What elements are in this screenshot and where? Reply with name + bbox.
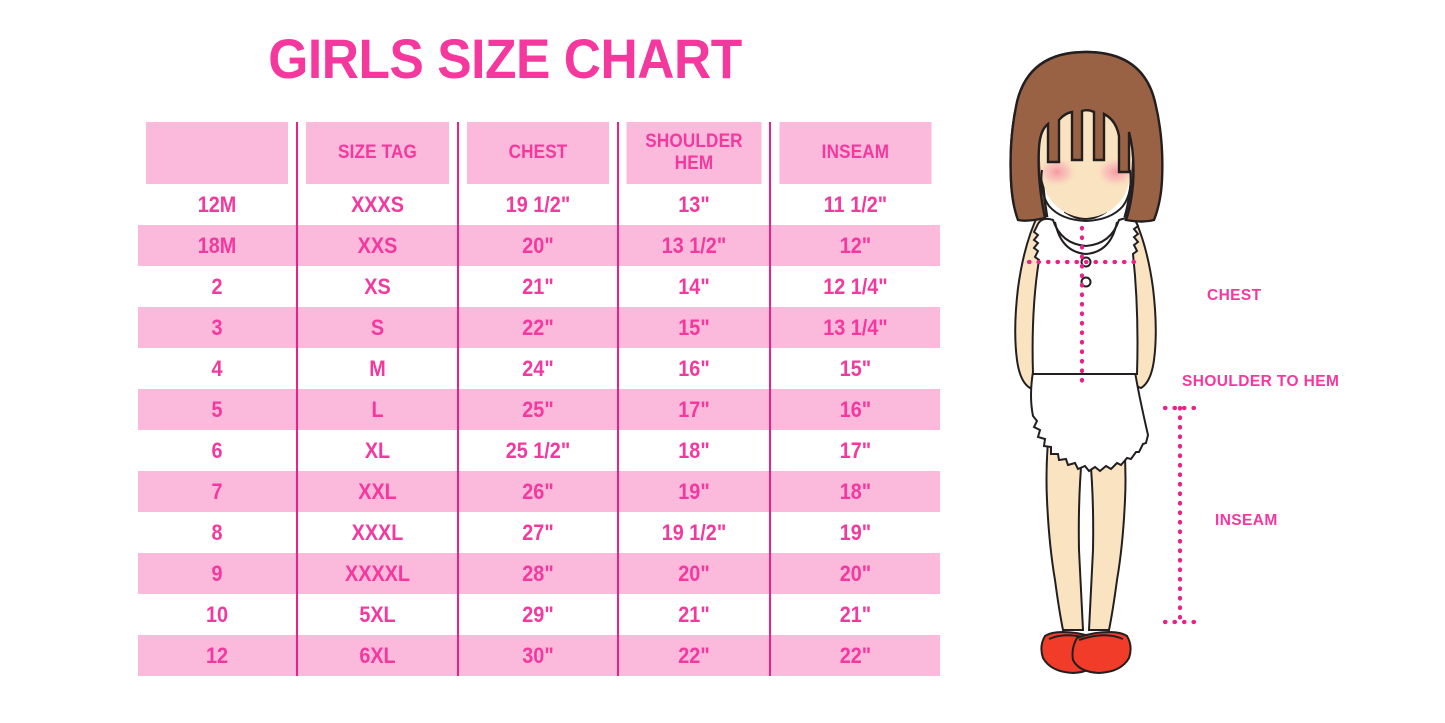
cell-shoulder-hem: 19" <box>625 471 764 512</box>
cell-inseam: 15" <box>839 355 872 381</box>
cell-inseam: 17" <box>839 437 872 463</box>
cell-size-tag: XXXXL <box>305 553 451 594</box>
cell-shoulder-hem: 19 1/2" <box>625 512 764 553</box>
illustration-panel: CHEST SHOULDER TO HEM INSEAM <box>975 30 1445 700</box>
page-title: GIRLS SIZE CHART <box>268 27 742 90</box>
cell-size-tag: XXXS <box>305 184 451 225</box>
cheek-blush-left <box>1036 156 1078 188</box>
cell-size-tag: 6XL <box>305 635 451 676</box>
cell-chest: 20" <box>466 225 611 266</box>
cell-inseam: 18" <box>839 478 872 504</box>
cell-chest: 25 1/2" <box>466 430 611 471</box>
cell-inseam: 13 1/4" <box>823 314 888 340</box>
cell-size-tag: S <box>305 307 451 348</box>
table-header-row: SIZE TAG CHEST SHOULDER HEM INSEAM <box>138 122 940 184</box>
table-row: 6 XL 25 1/2" 18" 17" <box>138 430 940 471</box>
cell-size-tag: XXL <box>305 471 451 512</box>
table-row: 2 XS 21" 14" 12 1/4" <box>138 266 940 307</box>
table-row: 12M XXXS 19 1/2" 13" 11 1/2" <box>138 184 940 225</box>
cell-chest: 19 1/2" <box>466 184 611 225</box>
cell-inseam: 12 1/4" <box>823 273 888 299</box>
cell-inseam: 21" <box>839 601 872 627</box>
cell-size: 4 <box>145 348 290 389</box>
measurement-label-inseam: INSEAM <box>1215 512 1278 529</box>
size-table-container: SIZE TAG CHEST SHOULDER HEM INSEAM 12M XX… <box>138 122 940 676</box>
shoe-right <box>1071 630 1132 675</box>
cell-size-tag: XXXL <box>305 512 451 553</box>
cell-size-tag: 5XL <box>305 594 451 635</box>
table-row: 10 5XL 29" 21" 21" <box>138 594 940 635</box>
cell-size: 6 <box>145 430 290 471</box>
table-row: 4 M 24" 16" 15" <box>138 348 940 389</box>
cell-size: 12 <box>145 635 290 676</box>
ruffled-skirt <box>1030 371 1150 473</box>
cell-size-tag: L <box>305 389 451 430</box>
cell-chest: 29" <box>466 594 611 635</box>
measurement-label-chest: CHEST <box>1207 287 1262 304</box>
cell-size: 2 <box>145 266 290 307</box>
cell-size: 12M <box>145 184 290 225</box>
cell-shoulder-hem: 16" <box>625 348 764 389</box>
cell-chest: 26" <box>466 471 611 512</box>
table-row: 5 L 25" 17" 16" <box>138 389 940 430</box>
cell-shoulder-hem: 20" <box>625 553 764 594</box>
table-row: 9 XXXXL 28" 20" 20" <box>138 553 940 594</box>
column-header-shoulder-hem: SHOULDER HEM <box>625 122 764 184</box>
cell-chest: 27" <box>466 512 611 553</box>
cell-shoulder-hem: 13" <box>625 184 764 225</box>
table-row: 8 XXXL 27" 19 1/2" 19" <box>138 512 940 553</box>
table-row: 12 6XL 30" 22" 22" <box>138 635 940 676</box>
table-header: SIZE TAG CHEST SHOULDER HEM INSEAM <box>138 122 940 184</box>
cell-shoulder-hem: 21" <box>625 594 764 635</box>
table-row: 7 XXL 26" 19" 18" <box>138 471 940 512</box>
cell-size: 9 <box>145 553 290 594</box>
measurement-label-shoulder-to-hem: SHOULDER TO HEM <box>1182 373 1340 390</box>
cell-size-tag: XXS <box>305 225 451 266</box>
cell-size: 3 <box>145 307 290 348</box>
cell-chest: 22" <box>466 307 611 348</box>
cell-inseam: 20" <box>839 560 872 586</box>
face-outline <box>1040 169 1132 223</box>
cell-chest: 24" <box>466 348 611 389</box>
cell-inseam: 22" <box>839 642 872 668</box>
cell-shoulder-hem: 22" <box>625 635 764 676</box>
cell-size-tag: M <box>305 348 451 389</box>
table-row: 18M XXS 20" 13 1/2" 12" <box>138 225 940 266</box>
table-row: 3 S 22" 15" 13 1/4" <box>138 307 940 348</box>
cell-size: 5 <box>145 389 290 430</box>
cell-size-tag: XS <box>305 266 451 307</box>
cell-shoulder-hem: 15" <box>625 307 764 348</box>
cell-shoulder-hem: 18" <box>625 430 764 471</box>
cell-chest: 30" <box>466 635 611 676</box>
cell-chest: 28" <box>466 553 611 594</box>
cell-shoulder-hem: 17" <box>625 389 764 430</box>
cell-size: 8 <box>145 512 290 553</box>
cell-chest: 21" <box>466 266 611 307</box>
cell-inseam: 16" <box>839 396 872 422</box>
cell-inseam: 11 1/2" <box>823 191 888 217</box>
cell-size: 18M <box>145 225 290 266</box>
cell-shoulder-hem: 13 1/2" <box>625 225 764 266</box>
column-header-chest: CHEST <box>466 122 611 184</box>
cell-inseam: 12" <box>839 232 872 258</box>
column-header-size <box>145 122 290 184</box>
cell-size: 10 <box>145 594 290 635</box>
table-body: 12M XXXS 19 1/2" 13" 11 1/2" 18M XXS 20" 13 1/2"… <box>138 184 940 676</box>
hair-fringe <box>1009 50 1164 223</box>
cell-size: 7 <box>145 471 290 512</box>
column-header-size-tag: SIZE TAG <box>305 122 451 184</box>
cell-shoulder-hem: 14" <box>625 266 764 307</box>
top-neckline <box>1054 221 1118 256</box>
girl-figure-illustration <box>1009 50 1197 675</box>
size-table: SIZE TAG CHEST SHOULDER HEM INSEAM 12M XX… <box>138 122 940 676</box>
cell-size-tag: XL <box>305 430 451 471</box>
cell-inseam: 19" <box>839 519 872 545</box>
ruffled-top <box>1031 217 1140 375</box>
column-header-inseam: INSEAM <box>778 122 932 184</box>
cell-chest: 25" <box>466 389 611 430</box>
